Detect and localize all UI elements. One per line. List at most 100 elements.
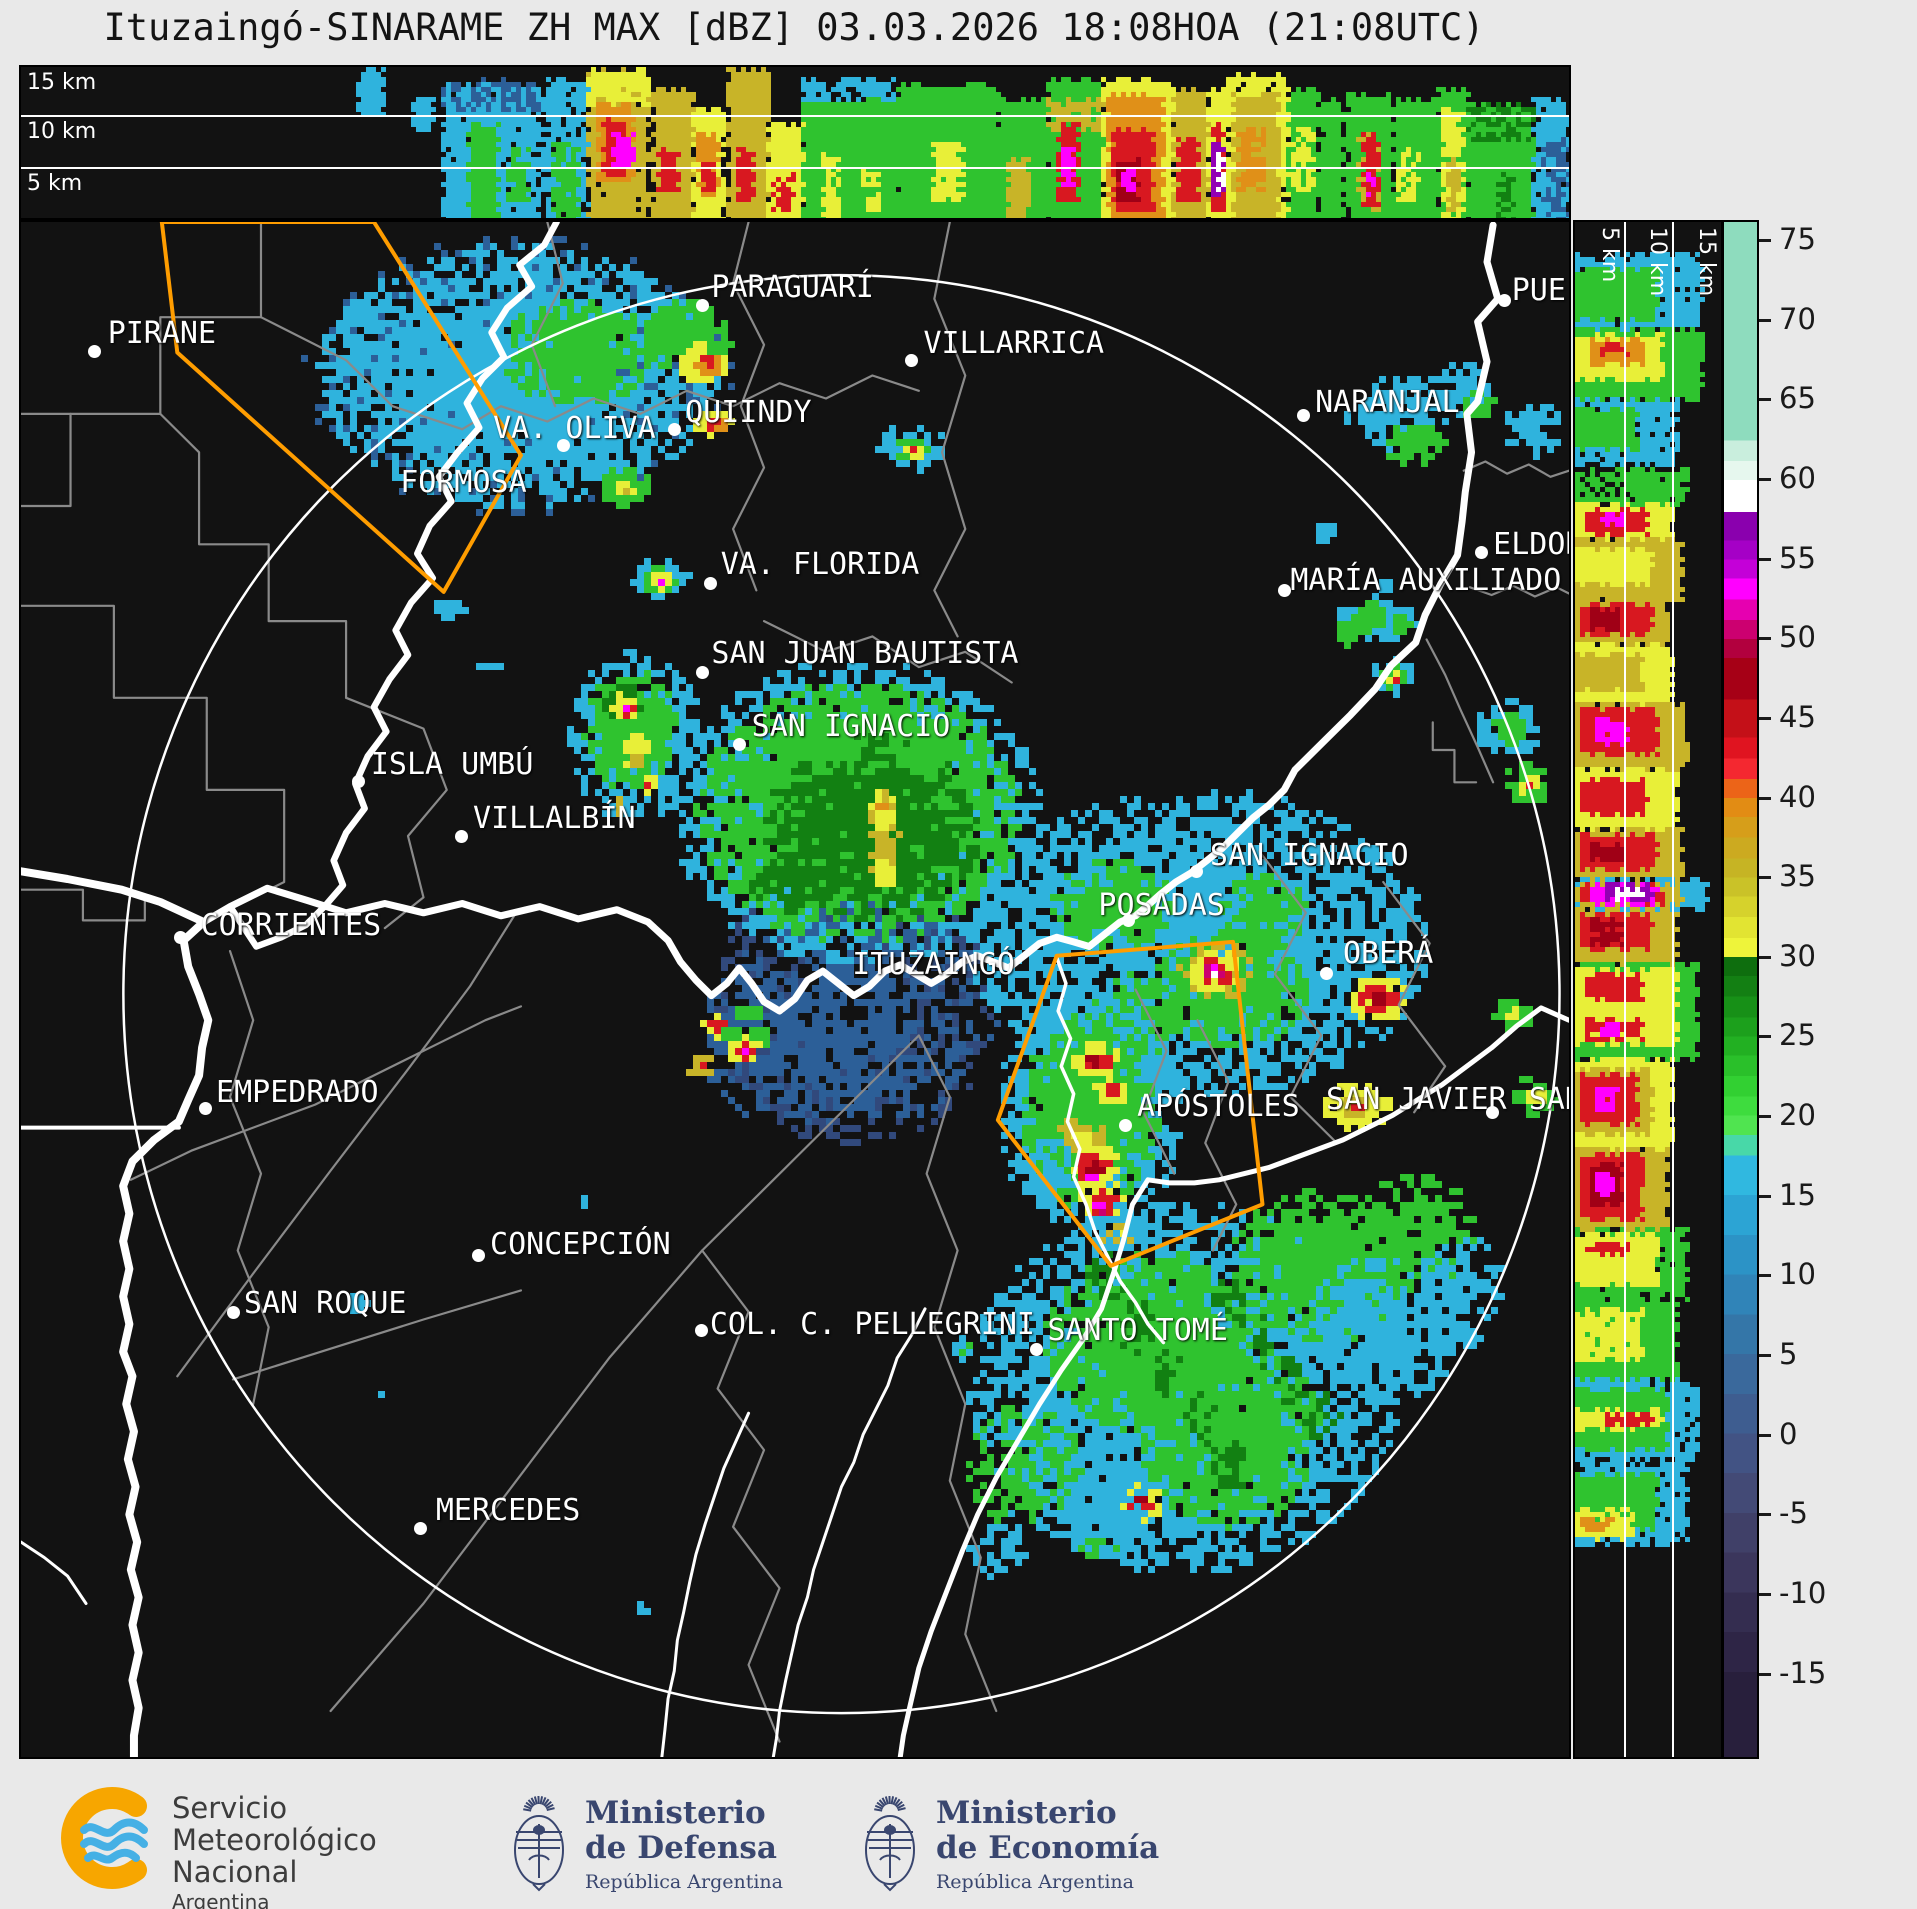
city-dot bbox=[668, 423, 682, 437]
defensa-sub: República Argentina bbox=[585, 1871, 783, 1893]
province-border-line bbox=[21, 604, 286, 914]
city-dot bbox=[703, 576, 717, 590]
colorbar-tick-mark bbox=[1759, 1115, 1771, 1119]
colorbar-tick-mark bbox=[1759, 318, 1771, 322]
cross-section-top-panel: 15 km 10 km 5 km bbox=[19, 65, 1571, 220]
colorbar-tick-mark bbox=[1759, 1354, 1771, 1357]
city-label: VILLALBÍN bbox=[473, 800, 636, 836]
province-border-line bbox=[21, 412, 72, 508]
alt-label-15km: 15 km bbox=[27, 70, 97, 95]
province-border-line bbox=[1468, 584, 1569, 598]
city-label: APÓSTOLES bbox=[1137, 1089, 1300, 1125]
city-label: MERCEDES bbox=[435, 1492, 581, 1528]
smn-line-1: Servicio bbox=[172, 1791, 288, 1825]
colorbar-tick-label: 65 bbox=[1779, 381, 1816, 416]
colorbar-tick-label: 5 bbox=[1779, 1337, 1798, 1371]
province-border-line bbox=[917, 1034, 998, 1713]
colorbar-tick-mark bbox=[1759, 1274, 1771, 1278]
radar-range-ring bbox=[122, 273, 1561, 1715]
province-border-line bbox=[461, 374, 920, 431]
colorbar-tick-label: -5 bbox=[1779, 1496, 1808, 1531]
colorbar-tick-label: 25 bbox=[1779, 1018, 1816, 1053]
city-label: COL. C. PELLEGRINI bbox=[709, 1307, 1035, 1343]
province-border-line bbox=[762, 620, 1013, 684]
city-dot bbox=[414, 1522, 428, 1536]
colorbar-tick-label: 0 bbox=[1779, 1416, 1798, 1451]
dbz-colorbar bbox=[1722, 220, 1759, 1759]
city-label: VA. FLORIDA bbox=[720, 547, 920, 583]
city-label: PIRANE bbox=[107, 315, 217, 351]
colorbar-tick-mark bbox=[1759, 557, 1771, 561]
colorbar-tick-mark bbox=[1759, 637, 1771, 641]
city-label: SAN IGNACIO bbox=[751, 708, 951, 744]
province-border-line bbox=[21, 888, 146, 922]
alt-label-15km-right: 15 km bbox=[1694, 227, 1719, 297]
river-line bbox=[21, 867, 213, 1757]
river-line bbox=[226, 222, 560, 950]
city-label: VA. OLIVA bbox=[493, 410, 656, 446]
province-border-line bbox=[159, 412, 348, 699]
city-dot bbox=[454, 830, 468, 843]
city-label: QUIINDY bbox=[685, 395, 812, 431]
colorbar-tick-mark bbox=[1759, 876, 1771, 880]
colorbar-tick-mark bbox=[1759, 239, 1771, 242]
colorbar-tick-mark bbox=[1759, 1035, 1771, 1039]
city-dot bbox=[1319, 966, 1333, 980]
city-dot bbox=[1118, 1118, 1132, 1132]
city-dot bbox=[1121, 914, 1135, 928]
city-dot bbox=[227, 1305, 241, 1319]
colorbar-tick-label: 45 bbox=[1779, 699, 1816, 734]
city-label: POSADAS bbox=[1098, 888, 1225, 924]
city-label: PARAGUARÍ bbox=[711, 269, 874, 305]
province-border-line bbox=[21, 222, 263, 415]
economia-sub: República Argentina bbox=[936, 1871, 1134, 1893]
province-border-line bbox=[1462, 460, 1569, 478]
city-label: NARANJAL bbox=[1315, 384, 1460, 420]
city-label: SAN bbox=[1528, 1081, 1569, 1117]
colorbar-tick-label: -10 bbox=[1779, 1575, 1827, 1610]
smn-country: Argentina bbox=[172, 1890, 270, 1909]
province-border-line bbox=[1425, 638, 1495, 784]
smn-wordmark: Servicio Meteorológico Nacional Argentin… bbox=[172, 1792, 377, 1909]
city-dot bbox=[352, 774, 366, 788]
alt-label-5km-right: 5 km bbox=[1597, 227, 1622, 283]
altitude-line-5km-right bbox=[1624, 222, 1626, 1757]
economia-wordmark: Ministerio de Economía República Argenti… bbox=[936, 1795, 1159, 1894]
severe-warning-polygon bbox=[159, 222, 523, 594]
alt-label-10km-right: 10 km bbox=[1645, 227, 1670, 297]
alt-label-5km: 5 km bbox=[27, 171, 83, 196]
colorbar-tick-label: 10 bbox=[1779, 1257, 1816, 1292]
colorbar-tick-label: 15 bbox=[1779, 1177, 1816, 1212]
province-border-line bbox=[176, 908, 520, 1378]
colorbar-tick-label: 20 bbox=[1779, 1098, 1816, 1133]
city-label: SAN JUAN BAUTISTA bbox=[711, 636, 1019, 672]
page-title: Ituzaingó-SINARAME ZH MAX [dBZ] 03.03.20… bbox=[103, 6, 1485, 49]
city-dot bbox=[556, 438, 570, 452]
city-dot bbox=[1296, 409, 1310, 423]
city-dot bbox=[733, 737, 747, 751]
province-border-line bbox=[228, 950, 270, 1406]
colorbar-tick-mark bbox=[1759, 477, 1771, 481]
city-dot bbox=[1189, 865, 1203, 879]
province-border-line bbox=[1134, 988, 1176, 1175]
defensa-coat-of-arms-icon bbox=[514, 1795, 564, 1892]
colorbar-tick-mark bbox=[1759, 1433, 1771, 1437]
colorbar-tick-mark bbox=[1759, 1672, 1771, 1676]
economia-line-1: Ministerio bbox=[936, 1795, 1117, 1831]
city-label: CONCEPCIÓN bbox=[490, 1227, 671, 1263]
smn-line-2: Meteorológico bbox=[172, 1823, 377, 1857]
province-border-line bbox=[344, 696, 448, 930]
city-label: SAN IGNACIO bbox=[1209, 837, 1409, 873]
colorbar-tick-label: 60 bbox=[1779, 460, 1816, 495]
colorbar-tick-label: 35 bbox=[1779, 859, 1816, 894]
city-label: SANTO TOMÉ bbox=[1047, 1313, 1228, 1349]
altitude-line-10km-top bbox=[21, 115, 1569, 117]
colorbar-tick-mark bbox=[1759, 1194, 1771, 1198]
colorbar-tick-mark bbox=[1759, 716, 1771, 720]
city-label: ITUZAINGÓ bbox=[852, 946, 1015, 982]
cross-section-right-canvas bbox=[1575, 222, 1721, 1757]
colorbar-tick-label: -15 bbox=[1779, 1655, 1827, 1690]
altitude-line-10km-right bbox=[1672, 222, 1674, 1757]
defensa-line-1: Ministerio bbox=[585, 1795, 766, 1831]
province-border-line bbox=[1258, 850, 1338, 1145]
